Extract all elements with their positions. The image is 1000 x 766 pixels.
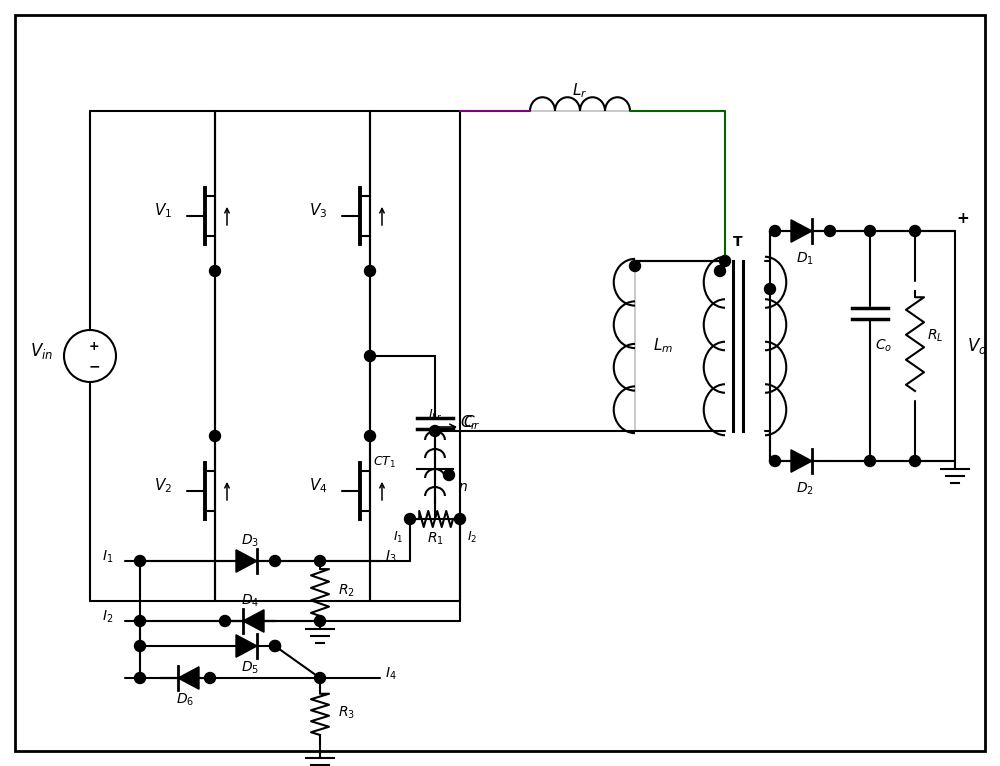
Text: $V_o$: $V_o$	[967, 336, 987, 356]
Circle shape	[769, 225, 780, 237]
Polygon shape	[243, 610, 264, 632]
Text: $L_r$: $L_r$	[572, 82, 588, 100]
Text: $V_{in}$: $V_{in}$	[30, 341, 54, 361]
Circle shape	[769, 456, 780, 466]
Circle shape	[205, 673, 216, 683]
Circle shape	[315, 673, 326, 683]
Circle shape	[270, 640, 281, 652]
Circle shape	[135, 640, 146, 652]
Circle shape	[430, 425, 441, 437]
Text: $C_r$: $C_r$	[463, 414, 481, 432]
Text: $D_2$: $D_2$	[796, 481, 814, 497]
Circle shape	[210, 266, 221, 277]
Polygon shape	[236, 550, 257, 572]
Text: $I_2$: $I_2$	[467, 530, 477, 545]
Text: T: T	[733, 235, 743, 249]
Circle shape	[720, 256, 730, 267]
Text: $I_2$: $I_2$	[102, 609, 113, 625]
Circle shape	[270, 640, 281, 652]
Text: $R_1$: $R_1$	[427, 531, 443, 547]
Polygon shape	[178, 666, 199, 689]
Text: $V_1$: $V_1$	[154, 201, 172, 221]
Text: $L_m$: $L_m$	[653, 336, 673, 355]
Circle shape	[365, 266, 376, 277]
Text: $I_1$: $I_1$	[393, 530, 403, 545]
Text: $C_r$: $C_r$	[460, 414, 478, 432]
Circle shape	[405, 513, 416, 525]
Text: $I_4$: $I_4$	[385, 666, 397, 683]
Circle shape	[864, 225, 876, 237]
Text: $R_L$: $R_L$	[927, 328, 943, 344]
Circle shape	[825, 225, 836, 237]
Circle shape	[455, 513, 466, 525]
Text: $D_5$: $D_5$	[241, 660, 259, 676]
Text: $V_2$: $V_2$	[154, 476, 172, 496]
Text: $I_1$: $I_1$	[102, 549, 113, 565]
Text: $I_{Lr}$: $I_{Lr}$	[428, 408, 442, 423]
Circle shape	[365, 430, 376, 441]
Text: +: +	[89, 339, 99, 352]
Circle shape	[910, 225, 920, 237]
Circle shape	[714, 266, 726, 277]
Text: n: n	[459, 480, 467, 494]
Circle shape	[220, 616, 231, 627]
Circle shape	[135, 673, 146, 683]
Text: $V_3$: $V_3$	[309, 201, 327, 221]
Circle shape	[315, 555, 326, 567]
Circle shape	[135, 555, 146, 567]
Polygon shape	[791, 220, 812, 242]
Text: $D_1$: $D_1$	[796, 250, 814, 267]
Circle shape	[135, 616, 146, 627]
Text: $D_4$: $D_4$	[241, 593, 259, 609]
Circle shape	[764, 283, 776, 294]
Text: $CT_1$: $CT_1$	[373, 455, 397, 470]
Text: $C_o$: $C_o$	[875, 338, 892, 354]
Circle shape	[365, 351, 376, 362]
Circle shape	[864, 456, 876, 466]
Circle shape	[315, 616, 326, 627]
Text: $D_3$: $D_3$	[241, 533, 259, 549]
Circle shape	[910, 456, 920, 466]
Text: $V_4$: $V_4$	[309, 476, 327, 496]
Text: $R_3$: $R_3$	[338, 705, 355, 722]
Circle shape	[210, 430, 221, 441]
Polygon shape	[236, 635, 257, 657]
Text: $D_6$: $D_6$	[176, 692, 194, 709]
Polygon shape	[791, 450, 812, 472]
Circle shape	[270, 555, 281, 567]
Text: $R_2$: $R_2$	[338, 583, 355, 599]
Text: $I_3$: $I_3$	[385, 549, 396, 565]
Circle shape	[630, 260, 640, 271]
Text: −: −	[88, 359, 100, 373]
Circle shape	[444, 470, 455, 480]
Text: +: +	[957, 211, 969, 226]
